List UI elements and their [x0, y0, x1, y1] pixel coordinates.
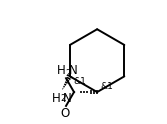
- Text: H: H: [51, 92, 60, 105]
- Text: N: N: [63, 92, 72, 105]
- Text: 2: 2: [66, 69, 71, 78]
- Text: 2: 2: [60, 94, 66, 103]
- Text: &1: &1: [73, 77, 86, 86]
- Text: N: N: [69, 64, 77, 77]
- Text: O: O: [61, 107, 70, 120]
- Text: H: H: [57, 64, 65, 77]
- Text: &1: &1: [100, 82, 113, 91]
